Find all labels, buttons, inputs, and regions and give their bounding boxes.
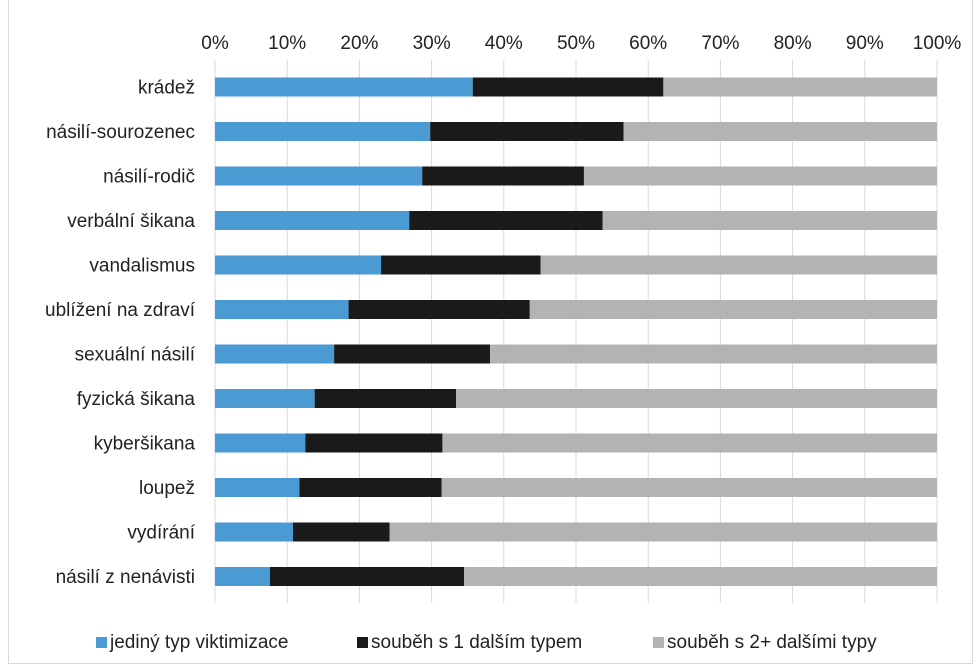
bar-segment xyxy=(540,255,937,275)
x-tick-label: 50% xyxy=(557,33,595,54)
bar-segment xyxy=(348,300,530,319)
category-label: sexuální násilí xyxy=(75,345,196,366)
x-tick-label: 0% xyxy=(201,33,229,54)
legend-swatch xyxy=(96,637,107,648)
legend-swatch xyxy=(653,637,664,648)
category-label: vydírání xyxy=(127,523,195,544)
category-label: násilí z nenávisti xyxy=(56,567,195,588)
category-label: kyberšikana xyxy=(94,434,196,455)
x-tick-label: 10% xyxy=(268,33,306,54)
x-tick-label: 30% xyxy=(413,33,451,54)
legend-label: jediný typ viktimizace xyxy=(109,632,288,653)
bar-segment xyxy=(442,433,937,453)
legend-label: souběh s 2+ dalšími typy xyxy=(667,632,877,653)
legend-label: souběh s 1 dalším typem xyxy=(371,632,582,653)
x-tick-label: 80% xyxy=(774,33,812,54)
bar-segment xyxy=(215,433,306,453)
bar-segment xyxy=(334,344,491,364)
bar-segment xyxy=(305,433,443,453)
bar-segment xyxy=(472,77,664,97)
bar-segment xyxy=(441,478,937,497)
bar-segment xyxy=(389,522,937,542)
bar-segment xyxy=(215,522,293,542)
x-tick-label: 20% xyxy=(340,33,378,54)
bar-segment xyxy=(299,478,442,497)
bar-segment xyxy=(292,522,390,542)
bar-segment xyxy=(215,77,473,97)
category-label: násilí-rodič xyxy=(103,167,195,188)
category-labels: krádež násilí-sourozenec násilí-rodič verbá… xyxy=(45,78,196,589)
bar-segment xyxy=(529,300,937,319)
bar-segment xyxy=(215,122,431,141)
bar-segment xyxy=(215,344,335,364)
bar-segment xyxy=(215,567,270,586)
chart-frame xyxy=(8,0,973,664)
legend-swatch xyxy=(357,637,368,648)
bar-segment xyxy=(215,211,410,230)
bars xyxy=(215,77,937,586)
legend: jediný typ viktimizace souběh s 1 dalším … xyxy=(96,632,877,653)
bar-segment xyxy=(490,344,937,364)
bar-segment xyxy=(269,567,465,586)
bar-segment xyxy=(215,300,349,319)
bar-segment xyxy=(215,478,300,497)
x-tick-label: 90% xyxy=(846,33,884,54)
bar-segment xyxy=(409,211,603,230)
bar-segment xyxy=(381,255,541,275)
bar-segment xyxy=(663,77,937,97)
bar-segment xyxy=(464,567,937,586)
x-tick-label: 60% xyxy=(629,33,667,54)
bar-segment xyxy=(602,211,937,230)
x-tick-label: 70% xyxy=(701,33,739,54)
x-tick-label: 100% xyxy=(913,33,962,54)
bar-segment xyxy=(215,389,315,408)
gridlines xyxy=(214,60,938,603)
bar-segment xyxy=(623,122,937,141)
bar-segment xyxy=(456,389,937,408)
bar-segment xyxy=(314,389,457,408)
category-label: vandalismus xyxy=(89,256,195,277)
bar-segment xyxy=(215,166,423,186)
bar-segment xyxy=(215,255,382,275)
category-label: fyzická šikana xyxy=(77,389,196,410)
x-tick-label: 40% xyxy=(485,33,523,54)
bar-segment xyxy=(430,122,624,141)
x-tick-labels: 0% 10% 20% 30% 40% 50% 60% 70% 80% 90% 100% xyxy=(201,33,961,54)
category-label: násilí-sourozenec xyxy=(46,122,195,143)
category-label: loupež xyxy=(139,478,195,499)
bar-segment xyxy=(583,166,937,186)
category-label: krádež xyxy=(138,78,195,99)
category-label: ublížení na zdraví xyxy=(45,300,196,321)
bar-segment xyxy=(422,166,584,186)
category-label: verbální šikana xyxy=(67,211,195,232)
